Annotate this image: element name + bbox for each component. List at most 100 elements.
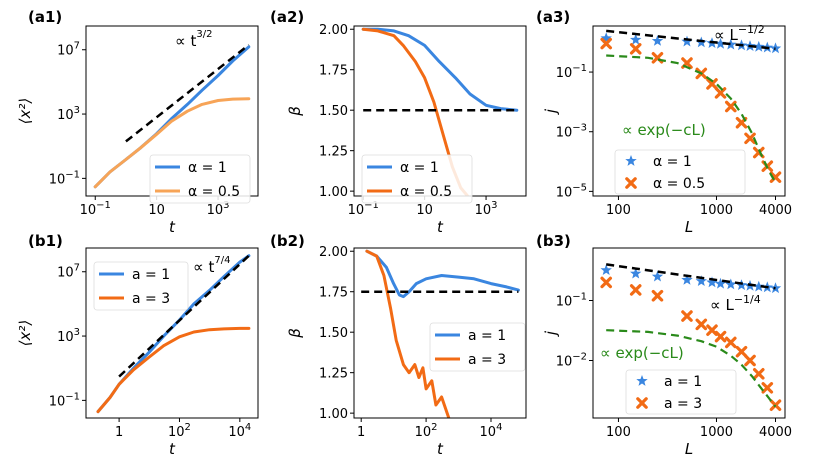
panel-b3: (b3) 100 1000 4000 10−1 10−2 Lj ∝ L−1/4 ∝ exp(−c… [536,232,792,458]
y-tick-label: 1.75 [319,64,348,79]
legend-a1: α = 1 α = 0.5 [149,154,251,204]
y-tick-label: 1.00 [319,407,348,422]
y-axis-label-a2: β [286,106,304,117]
legend-label: α = 1 [188,160,227,176]
x-marker [651,289,664,302]
panel-label-b3: (b3) [536,232,571,250]
y-tick-label: 103 [57,327,80,345]
star-marker [706,276,718,288]
series-line-b3-3 [606,329,777,408]
star-marker [753,40,765,52]
panel-label-a1: (a1) [28,8,62,26]
x-marker [744,132,756,145]
panel-a2: (a2) 10−1 10 103 1.00 1.25 1.50 1.75 2.00 t β α = 1… [270,8,527,236]
x-marker [629,43,642,55]
slope-annotation-a1: ∝ t3/2 [175,29,213,50]
star-marker [651,270,664,282]
star-marker [714,277,727,289]
star-marker [600,32,612,44]
series-line-a1-2 [125,43,250,143]
series-line-b2-0 [365,249,520,299]
legend-label: α = 1 [653,154,692,170]
x-marker [761,382,774,394]
legend-label: a = 1 [664,374,702,390]
y-tick-label: 10−3 [556,123,587,141]
y-tick-label: 10−5 [556,182,587,200]
y-tick-label: 1.25 [319,145,348,160]
y-axis-label-b3: j [542,330,560,337]
x-axis-label-a1: t [169,218,176,236]
y-tick-label: 10−1 [49,391,80,409]
slope-annotation-a3: ∝ L−1/2 [714,23,765,44]
x-marker [769,171,782,183]
x-tick-label: 10−1 [80,200,111,218]
series-line-b1-2 [118,254,250,378]
y-tick-label: 107 [57,41,80,59]
x-tick-label: 104 [228,422,251,440]
legend-label: a = 1 [468,328,506,344]
y-axis-label-a3: j [542,108,560,115]
x-marker [735,345,748,358]
legend-a2: α = 1 α = 0.5 [361,154,473,204]
y-tick-label: 107 [57,263,80,281]
series-line-a2-0 [361,27,519,112]
star-marker [681,35,693,47]
y-tick-label: 10−1 [556,63,587,81]
legend-label: α = 1 [400,160,439,176]
x-marker [600,276,613,289]
legend-box [625,369,737,415]
x-tick-label: 103 [475,200,498,218]
star-marker [695,275,707,286]
y-axis-label-a1: ⟨x²⟩ [16,98,34,125]
star-marker [651,35,664,46]
legend-label: α = 0.5 [188,184,240,200]
series-line-b3-2 [606,263,776,290]
x-marker [725,336,737,349]
legend-box [614,149,746,195]
slope-annotation-b3: ∝ L−1/4 [710,293,761,314]
series-line-a3-2 [606,29,776,51]
y-tick-label: 1.75 [319,286,348,301]
legend-a3: α = 1 α = 0.5 [614,149,746,195]
x-marker [714,330,727,343]
x-axis-label-a3: L [685,218,693,236]
x-tick-label: 100 [606,425,631,440]
y-tick-label: 10−1 [556,291,587,309]
x-axis-label-b3: L [685,440,693,458]
star-marker [725,38,737,50]
x-marker [629,284,642,296]
y-axis-label-b1: ⟨x²⟩ [16,320,34,347]
x-axis-label-a2: t [437,218,444,236]
series-line-a1-1 [93,97,251,189]
plot-area-a1 [93,43,251,189]
y-tick-label: 1.00 [319,185,348,200]
y-tick-label: 2.00 [319,23,348,38]
x-tick-label: 1000 [700,425,733,440]
star-marker [681,274,693,285]
legend-x-marker [625,177,637,189]
x-tick-label: 4000 [759,425,792,440]
x-marker [706,324,718,336]
legend-b1: a = 1 a = 3 [93,261,189,311]
x-marker [681,310,693,322]
series-line-a3-3 [606,54,777,183]
x-marker [706,78,718,90]
y-axis-label-b2: β [286,328,304,339]
legend-label: a = 3 [132,291,170,307]
x-axis-label-b2: t [437,440,444,458]
x-axis-label-b1: t [169,440,176,458]
x-marker [714,87,727,99]
x-tick-label: 1 [115,425,123,440]
legend-star-marker [625,155,637,166]
axes-frame-a3 [592,25,786,197]
star-marker [630,33,642,45]
x-tick-label: 10 [416,203,433,218]
series-line-b2-1 [365,249,451,418]
y-tick-label: 1.50 [319,326,348,341]
series-line-b1-1 [96,326,251,414]
x-marker [600,37,613,50]
axes-frame-b1 [85,247,259,419]
panel-label-b2: (b2) [270,232,305,250]
